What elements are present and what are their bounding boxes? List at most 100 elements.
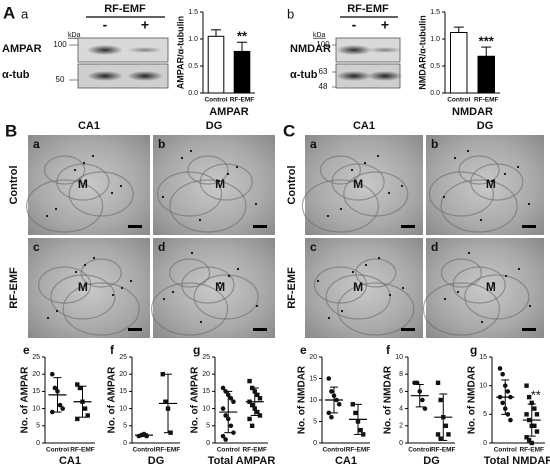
x-tick-label: RF-EMF bbox=[156, 447, 181, 454]
data-point bbox=[534, 412, 540, 417]
data-point bbox=[497, 394, 503, 400]
gold-particle bbox=[376, 154, 380, 158]
gold-particle bbox=[313, 145, 317, 149]
data-point bbox=[220, 385, 226, 391]
data-point bbox=[334, 397, 339, 403]
x-tick-label: Control bbox=[46, 447, 69, 454]
membrane bbox=[355, 258, 397, 288]
membrane bbox=[157, 171, 223, 217]
data-point bbox=[417, 389, 423, 394]
gold-particle bbox=[388, 293, 392, 297]
data-point bbox=[329, 389, 334, 394]
x-tick-label: Control bbox=[217, 447, 240, 454]
gold-particle bbox=[456, 290, 460, 294]
blot-band bbox=[367, 47, 403, 53]
bar bbox=[207, 35, 225, 94]
data-point bbox=[144, 433, 149, 439]
gold-particle bbox=[255, 304, 259, 308]
blot-band bbox=[127, 47, 163, 53]
gold-particle bbox=[527, 202, 531, 206]
membrane bbox=[169, 258, 211, 288]
panel-letter: g bbox=[193, 343, 200, 357]
data-point bbox=[225, 416, 231, 422]
row-header: Control bbox=[286, 165, 298, 204]
y-axis-label: No. of AMPAR bbox=[20, 366, 31, 433]
membrane bbox=[428, 171, 494, 217]
x-axis-label: DG bbox=[148, 455, 165, 467]
data-point bbox=[77, 385, 83, 391]
data-point bbox=[438, 436, 443, 441]
blot-band bbox=[367, 71, 403, 81]
data-point bbox=[326, 410, 332, 416]
gold-particle bbox=[199, 320, 203, 324]
tile-letter: a bbox=[310, 137, 317, 151]
data-point bbox=[420, 397, 425, 403]
data-point bbox=[249, 385, 255, 391]
gold-particle bbox=[46, 316, 50, 320]
x-tick-label: RF-EMF bbox=[230, 97, 255, 104]
data-point bbox=[505, 389, 511, 394]
scale-bar bbox=[401, 328, 415, 331]
y-tick-label: 1.0 bbox=[188, 36, 198, 43]
data-point bbox=[57, 402, 63, 408]
scale-bar bbox=[128, 225, 142, 228]
tile-label: M bbox=[215, 280, 225, 294]
data-point bbox=[168, 430, 173, 435]
data-point bbox=[223, 389, 228, 394]
scale-bar bbox=[522, 328, 536, 331]
y-tick-label: 25 bbox=[202, 354, 210, 361]
membrane bbox=[151, 282, 229, 336]
data-point bbox=[355, 419, 361, 424]
gold-particle bbox=[92, 256, 96, 260]
gold-particle bbox=[442, 195, 446, 199]
x-tick-label: Control bbox=[408, 447, 431, 454]
x-tick-label: RF-EMF bbox=[242, 447, 267, 454]
y-tick-label: 25 bbox=[32, 354, 40, 361]
gold-particle bbox=[340, 309, 344, 313]
y-tick-label: 25 bbox=[119, 354, 127, 361]
data-point bbox=[446, 432, 451, 437]
y-tick-label: 10 bbox=[119, 405, 127, 412]
gold-particle bbox=[198, 218, 202, 222]
data-point bbox=[529, 423, 534, 428]
y-tick-label: 5 bbox=[206, 423, 210, 430]
tile-letter: d bbox=[431, 240, 438, 254]
blot-band bbox=[87, 71, 123, 81]
data-point bbox=[443, 423, 449, 428]
x-axis-label: NMDAR bbox=[452, 106, 493, 118]
gold-particle bbox=[82, 161, 86, 165]
data-point bbox=[435, 432, 441, 437]
gold-particle bbox=[161, 195, 165, 199]
gold-particle bbox=[83, 263, 87, 267]
data-point bbox=[60, 406, 65, 411]
x-tick-label: Control bbox=[204, 97, 227, 104]
bar bbox=[233, 50, 251, 94]
data-point bbox=[329, 414, 334, 420]
column-header: CA1 bbox=[353, 120, 375, 132]
kda-marker: 100 bbox=[53, 40, 67, 49]
data-point bbox=[508, 394, 513, 400]
y-axis-label: No. of AMPAR bbox=[190, 366, 201, 433]
data-point bbox=[255, 409, 260, 415]
data-point bbox=[532, 406, 537, 411]
gold-particle bbox=[326, 214, 330, 218]
membrane bbox=[422, 282, 500, 336]
data-point bbox=[497, 366, 503, 371]
y-tick-label: 0.5 bbox=[430, 63, 440, 70]
data-point bbox=[52, 385, 58, 391]
membrane bbox=[181, 266, 235, 304]
bar bbox=[450, 32, 468, 94]
gold-particle bbox=[364, 263, 368, 267]
y-tick-label: 0.0 bbox=[430, 90, 440, 97]
gold-particle bbox=[400, 184, 404, 188]
scale-bar bbox=[128, 328, 142, 331]
panel-letter: f bbox=[110, 343, 115, 357]
data-point bbox=[331, 393, 337, 399]
data-point bbox=[247, 378, 252, 384]
scale-bar bbox=[522, 225, 536, 228]
gold-particle bbox=[54, 207, 58, 211]
data-point bbox=[231, 430, 236, 435]
data-point bbox=[353, 410, 358, 416]
data-point bbox=[526, 417, 532, 423]
